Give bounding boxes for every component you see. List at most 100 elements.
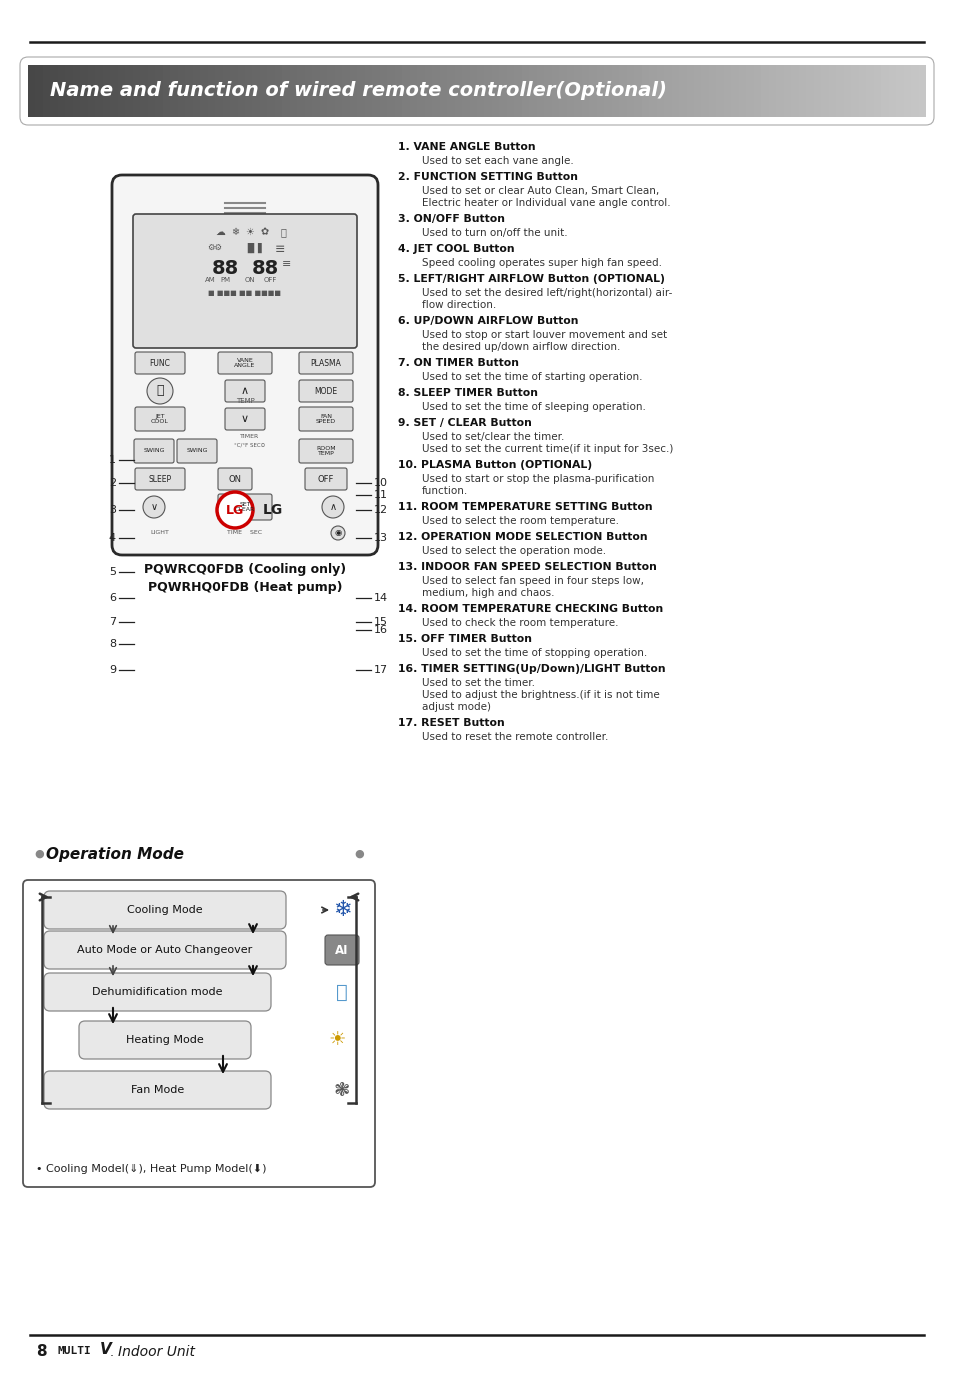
Text: 10: 10 [374,477,388,489]
Text: 2. FUNCTION SETTING Button: 2. FUNCTION SETTING Button [397,172,578,182]
Bar [895,64,903,118]
Bar [618,64,626,118]
Text: ✿: ✿ [261,227,269,237]
Text: Used to stop or start louver movement and set: Used to stop or start louver movement an… [421,330,666,340]
Bar [760,64,768,118]
Bar [274,64,283,118]
Bar [671,64,679,118]
Bar [887,64,896,118]
Text: Ⓐ: Ⓐ [280,227,286,237]
Bar [790,64,799,118]
Text: 8. SLEEP TIMER Button: 8. SLEEP TIMER Button [397,388,537,398]
Text: PLASMA: PLASMA [311,358,341,367]
Text: ∨: ∨ [241,414,249,424]
Bar [319,64,328,118]
Bar [132,64,141,118]
Text: Auto Mode or Auto Changeover: Auto Mode or Auto Changeover [77,945,253,955]
Bar [335,64,342,118]
Bar [693,64,701,118]
Text: 7: 7 [109,617,116,627]
Bar [148,64,155,118]
Bar [177,64,186,118]
Bar [776,64,783,118]
Text: ⏻: ⏻ [156,385,164,398]
Bar [544,64,552,118]
Bar [768,64,776,118]
Bar [529,64,537,118]
Text: the desired up/down airflow direction.: the desired up/down airflow direction. [421,342,619,351]
Text: ∨: ∨ [151,503,157,512]
Bar [918,64,925,118]
FancyBboxPatch shape [218,494,272,519]
FancyBboxPatch shape [112,175,377,554]
Text: FAN
SPEED: FAN SPEED [315,413,335,424]
Text: 💧: 💧 [335,983,348,1001]
Text: ∧: ∧ [241,386,249,396]
Text: 1: 1 [109,455,116,465]
Bar [589,64,597,118]
Text: .: . [110,1345,113,1358]
Text: SWING: SWING [143,448,165,454]
FancyBboxPatch shape [225,407,265,430]
Text: 16: 16 [374,624,388,636]
Bar [379,64,387,118]
FancyBboxPatch shape [298,351,353,374]
Bar [514,64,522,118]
Bar [72,64,81,118]
Text: 8: 8 [36,1344,47,1359]
Text: 14: 14 [374,594,388,603]
Text: OFF: OFF [263,277,276,283]
Bar [708,64,717,118]
FancyBboxPatch shape [218,468,252,490]
Text: Used to set the time of stopping operation.: Used to set the time of stopping operati… [421,648,646,658]
Bar [566,64,574,118]
Bar [409,64,417,118]
Bar [140,64,148,118]
Text: 11: 11 [374,490,388,500]
Text: 17: 17 [374,665,388,675]
Bar [656,64,664,118]
Text: 88: 88 [251,259,278,279]
Bar [185,64,193,118]
Bar [402,64,410,118]
Bar [200,64,208,118]
Text: JET
COOL: JET COOL [151,413,169,424]
Bar [88,64,95,118]
Bar [155,64,163,118]
FancyBboxPatch shape [79,1021,251,1058]
Text: °C/°F SEC⊙: °C/°F SEC⊙ [234,442,265,448]
Bar [356,64,365,118]
Text: Used to set each vane angle.: Used to set each vane angle. [421,155,573,167]
Bar [813,64,821,118]
Bar [626,64,634,118]
Text: SET
CLEAR: SET CLEAR [234,501,254,512]
Bar [902,64,910,118]
Text: ■ ■■■ ■■ ■■■■: ■ ■■■ ■■ ■■■■ [209,290,281,295]
Bar [312,64,320,118]
Bar [581,64,589,118]
FancyBboxPatch shape [44,973,271,1011]
Bar [537,64,544,118]
Text: PQWRCQ0FDB (Cooling only): PQWRCQ0FDB (Cooling only) [144,563,346,575]
Text: ●: ● [354,848,364,860]
Text: ❄: ❄ [333,900,351,920]
Text: adjust mode): adjust mode) [421,701,491,713]
Text: ❃: ❃ [334,1081,350,1099]
Text: ROOM
TEMP: ROOM TEMP [315,445,335,456]
Text: AI: AI [335,944,349,956]
Bar [43,64,51,118]
Text: Used to start or stop the plasma-purification: Used to start or stop the plasma-purific… [421,475,654,484]
Bar [342,64,350,118]
Text: Used to select the operation mode.: Used to select the operation mode. [421,546,605,556]
Text: FUNC: FUNC [150,358,171,367]
Text: 88: 88 [212,259,238,279]
Bar [865,64,873,118]
Bar [558,64,567,118]
FancyBboxPatch shape [132,214,356,349]
FancyBboxPatch shape [135,407,185,431]
Bar [686,64,694,118]
Bar [305,64,313,118]
Circle shape [216,491,253,528]
Bar [641,64,649,118]
Bar [521,64,529,118]
